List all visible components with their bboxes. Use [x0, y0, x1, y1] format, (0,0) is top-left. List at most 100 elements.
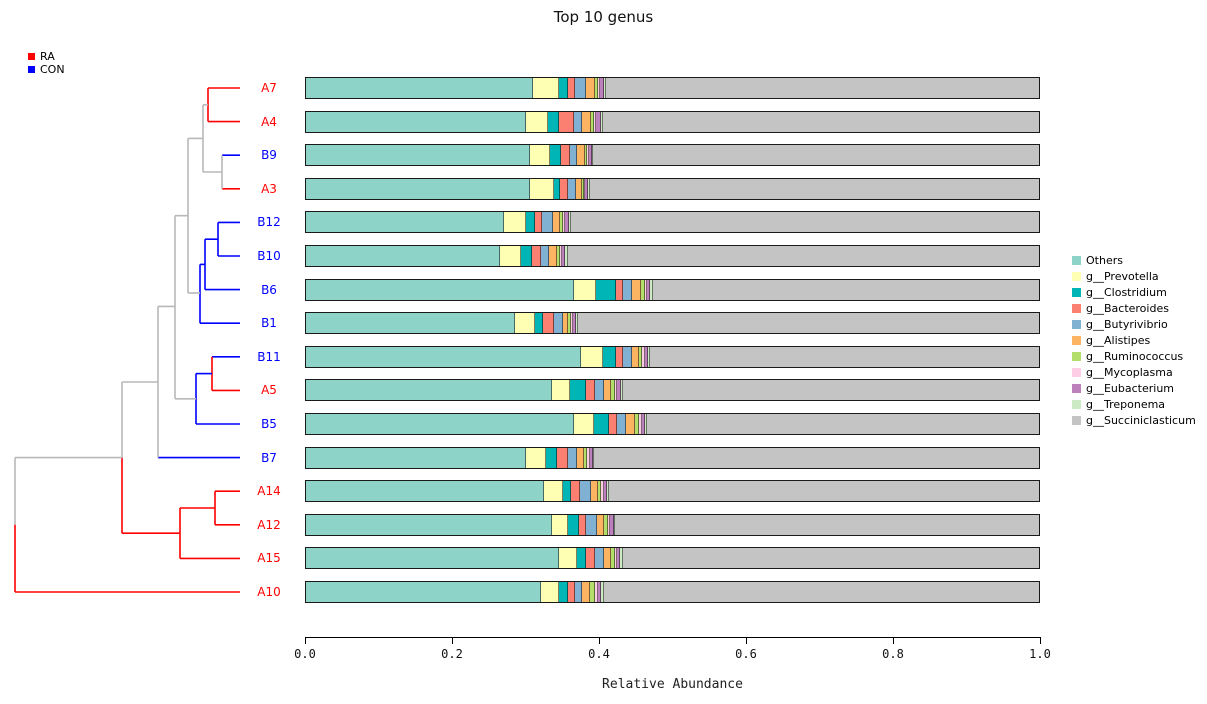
bar-segment-g__Butyrivibrio — [540, 246, 550, 266]
bar-segment-g__Eubacterium — [603, 481, 608, 502]
legend-label: g__Butyrivibrio — [1086, 317, 1168, 331]
x-axis-line — [305, 636, 1041, 638]
bar-segment-g__Clostridium — [569, 380, 586, 401]
stacked-bar — [305, 446, 1040, 469]
bar-segment-g__Ruminococcus — [568, 313, 572, 334]
group-legend-item: RA — [28, 50, 65, 63]
bar-segment-g__Succiniclasticum — [650, 346, 1039, 367]
bar-segment-g__Bacteroides — [567, 582, 575, 602]
bar-segment-g__Prevotella — [503, 212, 526, 233]
bar-segment-g__Alistipes — [577, 145, 585, 166]
bar-segment-g__Treponema — [565, 246, 568, 266]
bar-segment-g__Mycoplasma — [642, 346, 645, 367]
bar-segment-g__Butyrivibrio — [573, 111, 583, 132]
sample-label: B11 — [257, 349, 281, 364]
bar-segment-g__Succiniclasticum — [571, 212, 1039, 233]
bar-segment-g__Clostridium — [594, 414, 609, 434]
bar-segment-g__Treponema — [588, 178, 590, 199]
genus-legend: Others g__Prevotella g__Clostridium g__Bact… — [1072, 252, 1196, 428]
x-axis-tick-label: 0.2 — [441, 646, 463, 661]
bar-segment-g__Alistipes — [585, 78, 595, 98]
bar-segment-g__Bacteroides — [578, 514, 586, 535]
sample-label: A7 — [261, 81, 277, 95]
bar-segment-Others — [306, 246, 501, 266]
bar-segment-g__Clostridium — [525, 212, 535, 233]
bar-segment-g__Prevotella — [500, 246, 521, 266]
bar-segment-g__Mycoplasma — [614, 548, 617, 569]
bar-segment-g__Ruminococcus — [594, 78, 598, 98]
bar-segment-g__Prevotella — [551, 514, 568, 535]
group-swatch — [28, 53, 35, 60]
bar-segment-g__Clostridium — [535, 313, 543, 334]
legend-label: g__Ruminococcus — [1086, 349, 1184, 363]
stacked-bar — [305, 547, 1040, 570]
legend-label: g__Prevotella — [1086, 269, 1159, 283]
stacked-bar — [305, 480, 1040, 503]
bar-segment-g__Alistipes — [632, 279, 641, 300]
stacked-bar — [305, 110, 1040, 133]
stacked-bar — [305, 278, 1040, 301]
legend-label: g__Succiniclasticum — [1086, 413, 1196, 427]
bar-segment-g__Alistipes — [549, 246, 557, 266]
bar-segment-g__Ruminococcus — [610, 380, 615, 401]
legend-item: g__Succiniclasticum — [1072, 412, 1196, 428]
bar-segment-g__Treponema — [607, 481, 610, 502]
bar-segment-g__Eubacterium — [565, 212, 570, 233]
bar-segment-g__Prevotella — [514, 313, 536, 334]
x-axis-tick-label: 0.4 — [588, 646, 610, 661]
bar-segment-g__Prevotella — [540, 582, 559, 602]
bar-segment-g__Bacteroides — [585, 548, 595, 569]
sample-label: A14 — [257, 484, 281, 499]
bar-segment-g__Butyrivibrio — [585, 514, 597, 535]
stacked-bar — [305, 345, 1040, 368]
bar-segment-g__Prevotella — [525, 447, 547, 468]
legend-swatch — [1072, 415, 1081, 425]
stacked-bar — [305, 379, 1040, 402]
legend-item: g__Eubacterium — [1072, 380, 1196, 396]
bar-segment-g__Treponema — [601, 582, 604, 602]
bar-segment-g__Treponema — [591, 145, 594, 166]
bar-segment-g__Succiniclasticum — [652, 279, 1039, 300]
bar-segment-g__Succiniclasticum — [589, 178, 1039, 199]
bar-segment-Others — [306, 548, 559, 569]
bar-segment-g__Bacteroides — [616, 346, 624, 367]
bar-segment-g__Succiniclasticum — [647, 414, 1039, 434]
bar-segment-g__Alistipes — [582, 582, 590, 602]
legend-swatch — [1072, 319, 1081, 329]
bar-segment-g__Alistipes — [603, 548, 611, 569]
bar-segment-g__Clostridium — [595, 279, 617, 300]
bar-segment-g__Prevotella — [529, 145, 551, 166]
stacked-bar — [305, 413, 1040, 435]
legend-item: Others — [1072, 252, 1196, 268]
bar-segment-g__Prevotella — [551, 380, 570, 401]
bar-segment-g__Treponema — [569, 212, 572, 233]
bar-segment-g__Clostridium — [547, 111, 559, 132]
bar-segment-Others — [306, 447, 526, 468]
bar-segment-g__Eubacterium — [616, 380, 622, 401]
bar-segment-g__Prevotella — [525, 111, 548, 132]
bar-segment-Others — [306, 582, 541, 602]
sample-label: B12 — [257, 215, 281, 230]
legend-item: g__Butyrivibrio — [1072, 316, 1196, 332]
bar-segment-g__Mycoplasma — [594, 111, 597, 132]
legend-item: g__Mycoplasma — [1072, 364, 1196, 380]
bar-segment-g__Butyrivibrio — [580, 481, 592, 502]
stacked-bar — [305, 245, 1040, 267]
x-axis-tick — [893, 637, 894, 644]
bar-segment-Others — [306, 111, 526, 132]
bar-segment-g__Butyrivibrio — [568, 447, 578, 468]
bar-segment-g__Eubacterium — [610, 514, 614, 535]
bar-segment-g__Bacteroides — [616, 279, 624, 300]
bar-segment-g__Mycoplasma — [595, 582, 598, 602]
bar-segment-Others — [306, 414, 574, 434]
legend-swatch — [1072, 271, 1081, 281]
legend-label: g__Mycoplasma — [1086, 365, 1173, 379]
group-swatch — [28, 66, 35, 73]
bar-segment-g__Bacteroides — [558, 111, 574, 132]
x-axis-tick — [746, 637, 747, 644]
bar-segment-g__Bacteroides — [608, 414, 618, 434]
bar-segment-g__Butyrivibrio — [623, 279, 633, 300]
group-legend: RA CON — [28, 50, 65, 76]
legend-swatch — [1072, 367, 1081, 377]
x-axis-tick-label: 0.0 — [294, 646, 316, 661]
